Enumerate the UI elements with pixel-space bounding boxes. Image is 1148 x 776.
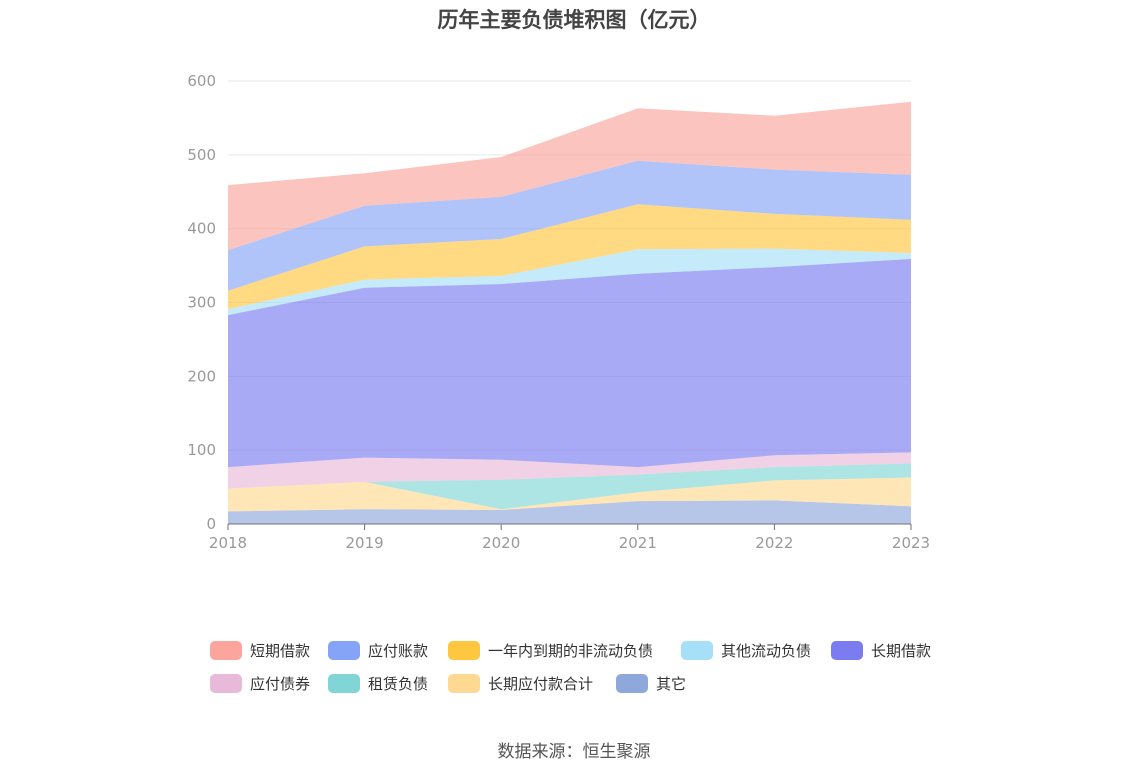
area-series-应付债券: [228, 452, 911, 489]
legend-item[interactable]: 短期借款: [210, 640, 310, 661]
source-note: 数据来源：恒生聚源: [497, 742, 651, 762]
legend-label: 一年内到期的非流动负债: [488, 642, 654, 660]
legend-label: 应付债券: [250, 675, 311, 693]
legend-label: 长期借款: [871, 642, 932, 660]
legend-label: 其它: [656, 675, 687, 693]
y-tick-label: 200: [187, 367, 216, 385]
area-series-长期应付款合计: [228, 477, 911, 512]
legend-label: 短期借款: [250, 642, 311, 660]
legend-swatch: [681, 641, 713, 660]
y-tick-label: 300: [187, 294, 216, 312]
area-series-其它: [228, 500, 911, 524]
area-series-租赁负债: [228, 463, 911, 510]
x-tick-label: 2019: [346, 534, 384, 552]
x-tick-label: 2022: [755, 534, 793, 552]
legend-label: 长期应付款合计: [488, 675, 594, 693]
area-series-短期借款: [228, 101, 911, 251]
legend-swatch: [448, 674, 480, 693]
chart-title: 历年主要负债堆积图（亿元）: [437, 8, 711, 32]
legend-swatch: [210, 674, 242, 693]
legend-item[interactable]: 长期应付款合计: [448, 673, 593, 694]
legend-item[interactable]: 其他流动负债: [681, 640, 811, 661]
area-series-一年内到期的非流动负债: [228, 204, 911, 310]
x-tick-label: 2020: [482, 534, 520, 552]
legend-swatch: [448, 641, 480, 660]
axes: 0 100 200 300 400 500 600 2018 2019 2020 2021 2022 2…: [187, 72, 930, 552]
x-tick-label: 2023: [892, 534, 930, 552]
legend-label: 应付账款: [368, 642, 429, 660]
legend-item[interactable]: 应付账款: [328, 640, 428, 661]
legend-label: 其他流动负债: [721, 642, 812, 660]
legend-label: 租赁负债: [368, 675, 429, 693]
y-tick-label: 600: [187, 72, 216, 90]
legend-swatch: [210, 641, 242, 660]
legend-item[interactable]: 长期借款: [831, 640, 931, 661]
x-tick-label: 2018: [209, 534, 247, 552]
legend-swatch: [831, 641, 863, 660]
area-series-应付账款: [228, 160, 911, 291]
area-series: [228, 101, 911, 524]
area-series-长期借款: [228, 258, 911, 468]
legend-item[interactable]: 应付债券: [210, 673, 310, 694]
y-tick-label: 400: [187, 220, 216, 238]
y-tick-label: 100: [187, 441, 216, 459]
legend-item[interactable]: 租赁负债: [328, 673, 428, 694]
legend-item[interactable]: 一年内到期的非流动负债: [448, 640, 653, 661]
x-tick-label: 2021: [619, 534, 657, 552]
y-tick-label: 0: [206, 515, 216, 533]
y-tick-label: 500: [187, 146, 216, 164]
legend-swatch: [328, 674, 360, 693]
legend-swatch: [328, 641, 360, 660]
area-series-其他流动负债: [228, 248, 911, 316]
stacked-area-chart: 0 100 200 300 400 500 600 2018 2019 2020 2021 2022 2…: [187, 72, 930, 552]
legend-swatch: [616, 674, 648, 693]
legend-item[interactable]: 其它: [616, 673, 686, 694]
